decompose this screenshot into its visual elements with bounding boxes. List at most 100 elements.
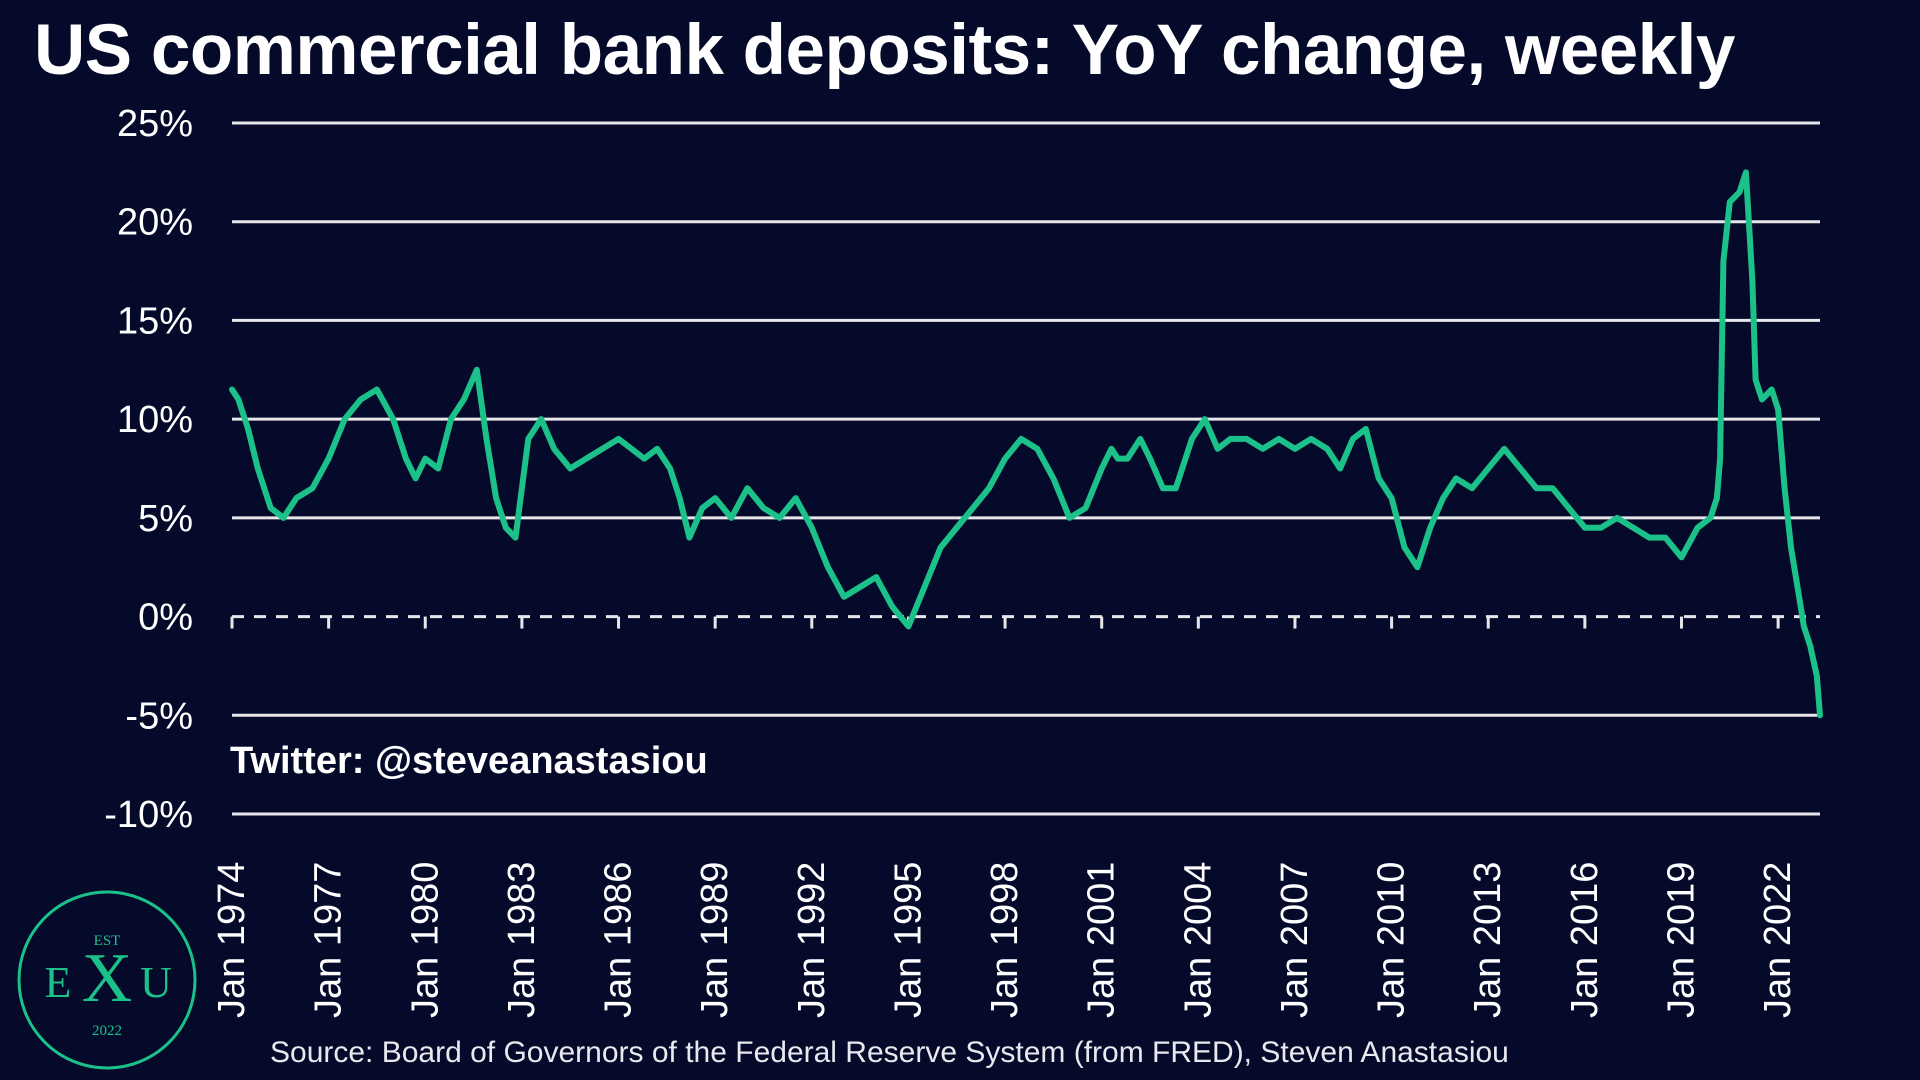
data-point <box>777 515 783 521</box>
data-point <box>1707 515 1713 521</box>
data-point <box>1598 525 1604 531</box>
data-point <box>512 535 518 541</box>
twitter-watermark: Twitter: @steveanastasiou <box>230 740 708 782</box>
x-tick-label: Jan 1998 <box>984 862 1026 1018</box>
series-line-0 <box>229 169 1823 719</box>
data-point <box>1440 495 1446 501</box>
data-point <box>857 584 863 590</box>
x-tick-label: Jan 1974 <box>211 862 253 1018</box>
data-point <box>293 495 299 501</box>
data-point <box>599 446 605 452</box>
data-point <box>654 446 660 452</box>
data-point <box>889 604 895 610</box>
data-point <box>1034 446 1040 452</box>
data-point <box>1630 525 1636 531</box>
data-point <box>1727 199 1733 205</box>
data-point <box>809 525 815 531</box>
data-point <box>922 584 928 590</box>
data-point <box>1363 426 1369 432</box>
data-point <box>461 396 467 402</box>
data-point <box>1276 436 1282 442</box>
y-tick-label: 0% <box>138 597 193 639</box>
chart-title: US commercial bank deposits: YoY change,… <box>34 11 1735 90</box>
y-tick-label: 20% <box>117 202 193 244</box>
data-point <box>390 416 396 422</box>
data-point <box>1414 564 1420 570</box>
data-point <box>728 515 734 521</box>
logo-x: X <box>82 940 133 1017</box>
data-point <box>873 574 879 580</box>
x-tick-label: Jan 2004 <box>1177 862 1219 1018</box>
data-point <box>760 505 766 511</box>
data-point <box>567 466 573 471</box>
y-tick-label: -10% <box>104 794 193 836</box>
data-point <box>1427 525 1433 531</box>
data-point <box>1453 475 1459 481</box>
data-point <box>1099 466 1105 471</box>
y-tick-label: -5% <box>125 695 193 737</box>
x-tick-label: Jan 1992 <box>791 862 833 1018</box>
data-point <box>422 456 428 462</box>
data-point <box>583 456 589 462</box>
data-point <box>1517 466 1523 471</box>
data-point <box>503 525 509 531</box>
data-point <box>310 485 316 491</box>
data-point <box>1115 456 1121 462</box>
data-point <box>1108 446 1114 452</box>
y-axis-ticks: 25% 20% 15% 10% 5% 0% -5% -10% <box>104 103 193 836</box>
data-point <box>1050 475 1056 481</box>
data-point <box>1244 436 1250 442</box>
data-point <box>1189 436 1195 442</box>
x-tick-label: Jan 2022 <box>1757 862 1799 1018</box>
logo-e: E <box>45 958 72 1007</box>
data-point <box>1002 456 1008 462</box>
data-point <box>1228 436 1234 442</box>
data-point <box>1566 505 1572 511</box>
data-point <box>551 446 557 452</box>
data-point <box>1337 466 1343 471</box>
y-tick-label: 25% <box>117 103 193 145</box>
data-point <box>1769 387 1775 393</box>
data-point <box>1794 584 1800 590</box>
data-point <box>905 623 911 629</box>
data-point <box>358 396 364 402</box>
data-point <box>1469 485 1475 491</box>
data-point <box>938 544 944 550</box>
data-point <box>641 456 647 462</box>
data-point <box>326 456 332 462</box>
x-tick-label: Jan 1983 <box>501 862 543 1018</box>
data-point <box>255 466 261 471</box>
data-point <box>1534 485 1540 491</box>
data-point <box>1324 446 1330 452</box>
y-tick-label: 5% <box>138 498 193 540</box>
data-point <box>1736 189 1742 195</box>
data-point <box>686 535 692 541</box>
data-point <box>281 515 287 521</box>
data-point <box>474 367 480 373</box>
data-point <box>793 495 799 501</box>
data-point <box>1743 169 1749 175</box>
data-point <box>1485 466 1491 471</box>
data-point <box>699 505 705 511</box>
source-note: Source: Board of Governors of the Federa… <box>270 1036 1509 1069</box>
data-point <box>1717 456 1723 462</box>
data-point <box>1260 446 1266 452</box>
x-tick-label: Jan 1995 <box>887 862 929 1018</box>
data-point <box>1308 436 1314 442</box>
x-tick-label: Jan 2007 <box>1274 862 1316 1018</box>
grid-layer <box>232 121 1820 816</box>
x-tick-label: Jan 1989 <box>694 862 736 1018</box>
data-point <box>483 436 489 442</box>
data-point <box>677 495 683 501</box>
logo-ring <box>17 890 197 1070</box>
data-point <box>229 387 235 393</box>
data-point <box>1147 456 1153 462</box>
data-point <box>1678 554 1684 560</box>
data-point <box>1662 535 1668 541</box>
data-point <box>1720 258 1726 264</box>
data-point <box>986 485 992 491</box>
data-point <box>712 495 718 501</box>
data-point <box>1376 475 1382 481</box>
exu-logo: EST E X U 2022 <box>17 890 197 1070</box>
